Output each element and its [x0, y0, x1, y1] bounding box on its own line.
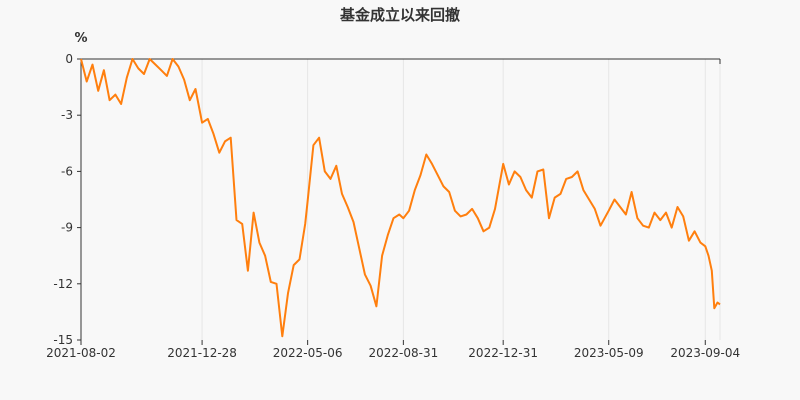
x-tick-label: 2022-12-31: [468, 346, 538, 360]
axes: [80, 58, 721, 340]
y-tick-label: -3: [61, 108, 73, 122]
x-tick-labels: 2021-08-02 2021-12-28 2022-05-06 2022-08-31…: [46, 340, 740, 360]
x-tick-label: 2023-09-04: [670, 346, 740, 360]
y-tick-label: 0: [65, 52, 73, 66]
grid-lines: [201, 59, 721, 340]
x-tick-label: 2021-08-02: [46, 346, 116, 360]
y-tick-label: -9: [61, 221, 73, 235]
x-tick-label: 2021-12-28: [167, 346, 237, 360]
chart-title: 基金成立以来回撤: [339, 6, 460, 24]
x-tick-label: 2022-05-06: [273, 346, 343, 360]
x-tick-label: 2023-05-09: [574, 346, 644, 360]
y-axis-unit: %: [74, 31, 87, 46]
y-tick-label: -15: [53, 333, 73, 347]
series-layer: [80, 58, 721, 338]
y-tick-label: -12: [53, 277, 73, 291]
y-tick-labels: 0 -3 -6 -9 -12 -15: [53, 52, 81, 347]
y-tick-label: -6: [61, 164, 73, 178]
x-tick-label: 2022-08-31: [368, 346, 438, 360]
drawdown-line-0: [80, 58, 721, 338]
